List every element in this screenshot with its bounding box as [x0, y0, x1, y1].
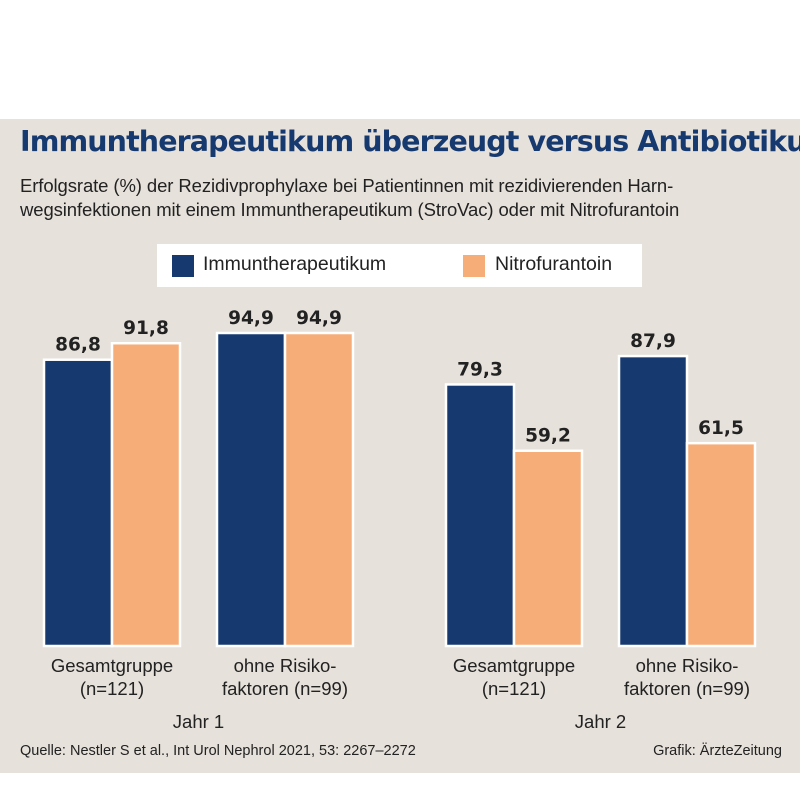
legend-swatch-nitrofurantoin: [463, 255, 485, 277]
group-label-2: Jahr 2: [575, 711, 626, 732]
value-label-nitrofurantoin-2: 94,9: [296, 308, 342, 329]
category-label-4-line-2: faktoren (n=99): [624, 678, 750, 699]
category-label-1-line-1: Gesamtgruppe: [51, 655, 173, 676]
group-label-1: Jahr 1: [173, 711, 224, 732]
chart-subtitle-line-2: wegsinfektionen mit einem Immuntherapeut…: [20, 199, 680, 220]
legend: Immuntherapeutikum Nitrofurantoin: [157, 244, 642, 287]
value-label-immuntherapeutikum-1: 86,8: [55, 335, 101, 356]
category-label-2-line-2: faktoren (n=99): [222, 678, 348, 699]
value-label-nitrofurantoin-3: 59,2: [525, 426, 571, 447]
category-label-4-line-1: ohne Risiko-: [636, 655, 739, 676]
value-label-nitrofurantoin-1: 91,8: [123, 318, 169, 339]
category-label-3-line-1: Gesamtgruppe: [453, 655, 575, 676]
graphic-credit: Grafik: ÄrzteZeitung: [653, 743, 782, 759]
value-label-immuntherapeutikum-2: 94,9: [228, 308, 274, 329]
bar-immuntherapeutikum-2: [215, 331, 287, 648]
legend-label-nitrofurantoin: Nitrofurantoin: [495, 253, 613, 275]
value-label-nitrofurantoin-4: 61,5: [698, 418, 744, 439]
bar-nitrofurantoin-1: [110, 341, 182, 648]
bar-immuntherapeutikum-4: [617, 354, 689, 648]
legend-swatch-immuntherapeutikum: [172, 255, 194, 277]
bar-nitrofurantoin-2: [283, 331, 355, 648]
bar-immuntherapeutikum-3: [444, 383, 516, 648]
bar-nitrofurantoin-3: [512, 449, 584, 648]
source-note: Quelle: Nestler S et al., Int Urol Nephr…: [20, 743, 416, 759]
bar-nitrofurantoin-4: [685, 441, 757, 648]
chart-title: Immuntherapeutikum überzeugt versus Anti…: [20, 125, 800, 158]
chart-subtitle-line-1: Erfolgsrate (%) der Rezidivprophylaxe be…: [20, 175, 674, 196]
bar-immuntherapeutikum-1: [42, 358, 114, 648]
legend-label-immuntherapeutikum: Immuntherapeutikum: [203, 253, 387, 275]
category-label-2-line-1: ohne Risiko-: [234, 655, 337, 676]
category-label-3-line-2: (n=121): [482, 678, 546, 699]
value-label-immuntherapeutikum-3: 79,3: [457, 359, 503, 380]
category-label-1-line-2: (n=121): [80, 678, 144, 699]
value-label-immuntherapeutikum-4: 87,9: [630, 331, 676, 352]
